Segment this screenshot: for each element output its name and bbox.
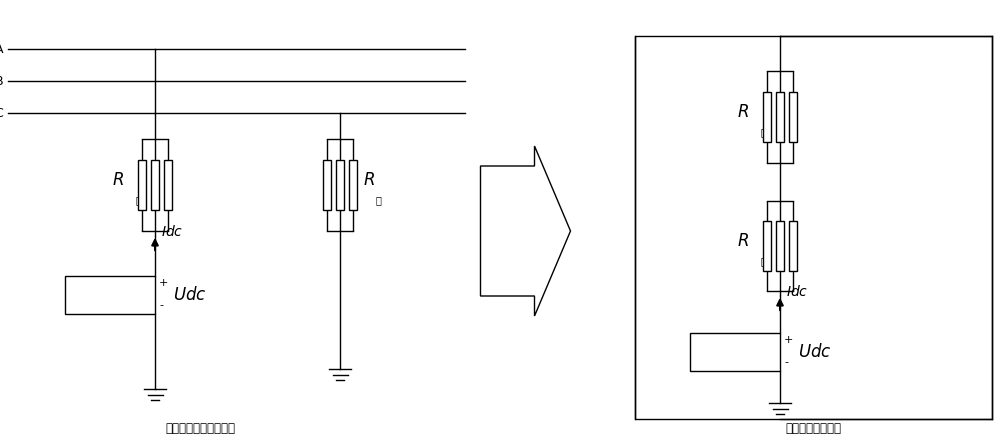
- Text: 注: 注: [136, 195, 142, 205]
- Text: 识别裈10: 识别裈10: [719, 347, 751, 357]
- Text: 绝: 绝: [376, 195, 382, 205]
- Bar: [763, 92, 771, 142]
- Text: -: -: [159, 300, 163, 310]
- Bar: [138, 160, 146, 210]
- Bar: [789, 221, 797, 271]
- Text: $Udc$: $Udc$: [173, 286, 207, 304]
- Text: -: -: [784, 357, 788, 367]
- Text: A: A: [0, 42, 3, 56]
- Bar: [635, 36, 992, 419]
- Text: +: +: [784, 335, 793, 345]
- Bar: [690, 333, 780, 371]
- Text: $Udc$: $Udc$: [798, 343, 832, 361]
- Bar: [323, 160, 331, 210]
- Text: $Idc$: $Idc$: [161, 224, 183, 239]
- Bar: [65, 276, 155, 314]
- Text: $R$: $R$: [737, 103, 749, 121]
- Bar: [336, 160, 344, 210]
- Text: $R$: $R$: [363, 171, 375, 189]
- Text: $Idc$: $Idc$: [786, 284, 808, 299]
- Text: $R$: $R$: [112, 171, 124, 189]
- Text: 第一等效电路结构: 第一等效电路结构: [786, 422, 842, 435]
- Text: +: +: [159, 278, 168, 288]
- Bar: [776, 92, 784, 142]
- Bar: [151, 160, 159, 210]
- Text: C: C: [0, 106, 3, 120]
- Text: $R$: $R$: [737, 232, 749, 250]
- Text: 第一电力系统拓扑结构: 第一电力系统拓扑结构: [165, 422, 235, 435]
- Text: 注: 注: [761, 256, 767, 266]
- Bar: [164, 160, 172, 210]
- Text: 绝: 绝: [761, 127, 767, 137]
- Bar: [789, 92, 797, 142]
- Bar: [763, 221, 771, 271]
- Text: B: B: [0, 75, 3, 87]
- Bar: [776, 221, 784, 271]
- Text: 识别裈10: 识别裈10: [94, 290, 126, 300]
- Bar: [349, 160, 357, 210]
